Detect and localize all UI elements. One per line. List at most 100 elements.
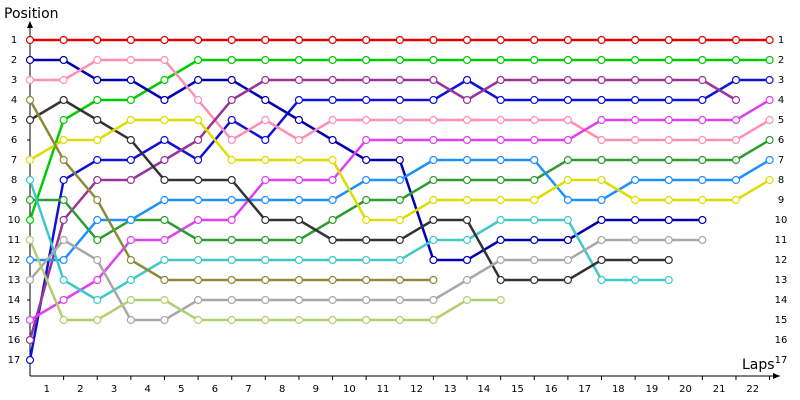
point — [193, 135, 203, 145]
point — [597, 275, 606, 285]
point — [227, 155, 236, 165]
point — [429, 275, 438, 285]
x-tick-label: 19 — [646, 384, 659, 395]
point — [294, 95, 304, 105]
y-tick-label-right: 4 — [778, 95, 784, 106]
point — [597, 195, 606, 205]
point — [395, 155, 404, 165]
series — [25, 135, 774, 245]
point — [193, 315, 203, 325]
point — [597, 235, 606, 245]
point — [698, 115, 707, 125]
point — [328, 115, 337, 125]
point — [362, 175, 371, 185]
point — [362, 115, 371, 125]
point — [563, 215, 572, 225]
point — [328, 95, 337, 105]
point — [530, 255, 539, 265]
y-tick-label: 1 — [11, 35, 17, 46]
point — [462, 255, 472, 265]
point — [193, 95, 203, 105]
x-tick-label: 18 — [612, 384, 625, 395]
x-tick-label: 8 — [279, 384, 285, 395]
y-tick-label: 6 — [11, 135, 17, 146]
point — [462, 35, 472, 45]
point — [227, 95, 236, 105]
point — [563, 115, 572, 125]
point — [328, 255, 337, 265]
point — [160, 315, 169, 325]
point — [429, 75, 438, 85]
point — [731, 115, 741, 125]
point — [25, 175, 35, 185]
point — [429, 115, 438, 125]
point — [765, 175, 774, 185]
point — [193, 175, 203, 185]
point — [25, 115, 35, 125]
point — [597, 75, 606, 85]
point — [261, 255, 270, 265]
point — [496, 215, 505, 225]
point — [664, 275, 673, 285]
point — [126, 275, 135, 285]
point — [261, 35, 270, 45]
point — [664, 215, 673, 225]
point — [160, 115, 169, 125]
point — [227, 275, 236, 285]
point — [93, 235, 102, 245]
point — [25, 155, 35, 165]
point — [193, 255, 203, 265]
x-tick-label: 7 — [245, 384, 251, 395]
point — [227, 215, 236, 225]
point — [496, 235, 505, 245]
point — [261, 155, 270, 165]
point — [160, 135, 169, 145]
point — [530, 75, 539, 85]
point — [765, 135, 774, 145]
point — [597, 35, 606, 45]
point — [362, 275, 371, 285]
point — [362, 235, 371, 245]
point — [261, 135, 270, 145]
point — [395, 75, 404, 85]
point — [664, 35, 673, 45]
point — [496, 135, 505, 145]
point — [362, 135, 371, 145]
point — [631, 275, 640, 285]
point — [597, 155, 606, 165]
series — [25, 75, 774, 365]
point — [126, 255, 135, 265]
y-tick-label: 17 — [8, 355, 21, 366]
point — [294, 135, 304, 145]
point — [496, 35, 505, 45]
y-tick-label-right: 16 — [775, 335, 788, 346]
y-tick-label-right: 9 — [778, 195, 784, 206]
point — [25, 75, 35, 85]
point — [597, 215, 606, 225]
point — [126, 75, 135, 85]
point — [160, 35, 169, 45]
y-tick-label-right: 3 — [778, 75, 784, 86]
point — [328, 155, 337, 165]
point — [395, 255, 404, 265]
series — [25, 55, 707, 265]
point — [93, 155, 102, 165]
y-tick-label: 15 — [8, 315, 21, 326]
point — [395, 115, 404, 125]
point — [193, 235, 203, 245]
series — [25, 115, 774, 225]
point — [664, 175, 673, 185]
point — [496, 75, 505, 85]
point — [362, 155, 371, 165]
y-tick-label: 16 — [8, 335, 21, 346]
x-tick-label: 16 — [545, 384, 558, 395]
point — [294, 35, 304, 45]
point — [731, 155, 741, 165]
point — [429, 35, 438, 45]
point — [597, 255, 606, 265]
point — [664, 235, 673, 245]
point — [126, 35, 135, 45]
y-tick-label-right: 8 — [778, 175, 784, 186]
point — [93, 175, 102, 185]
point — [462, 215, 472, 225]
